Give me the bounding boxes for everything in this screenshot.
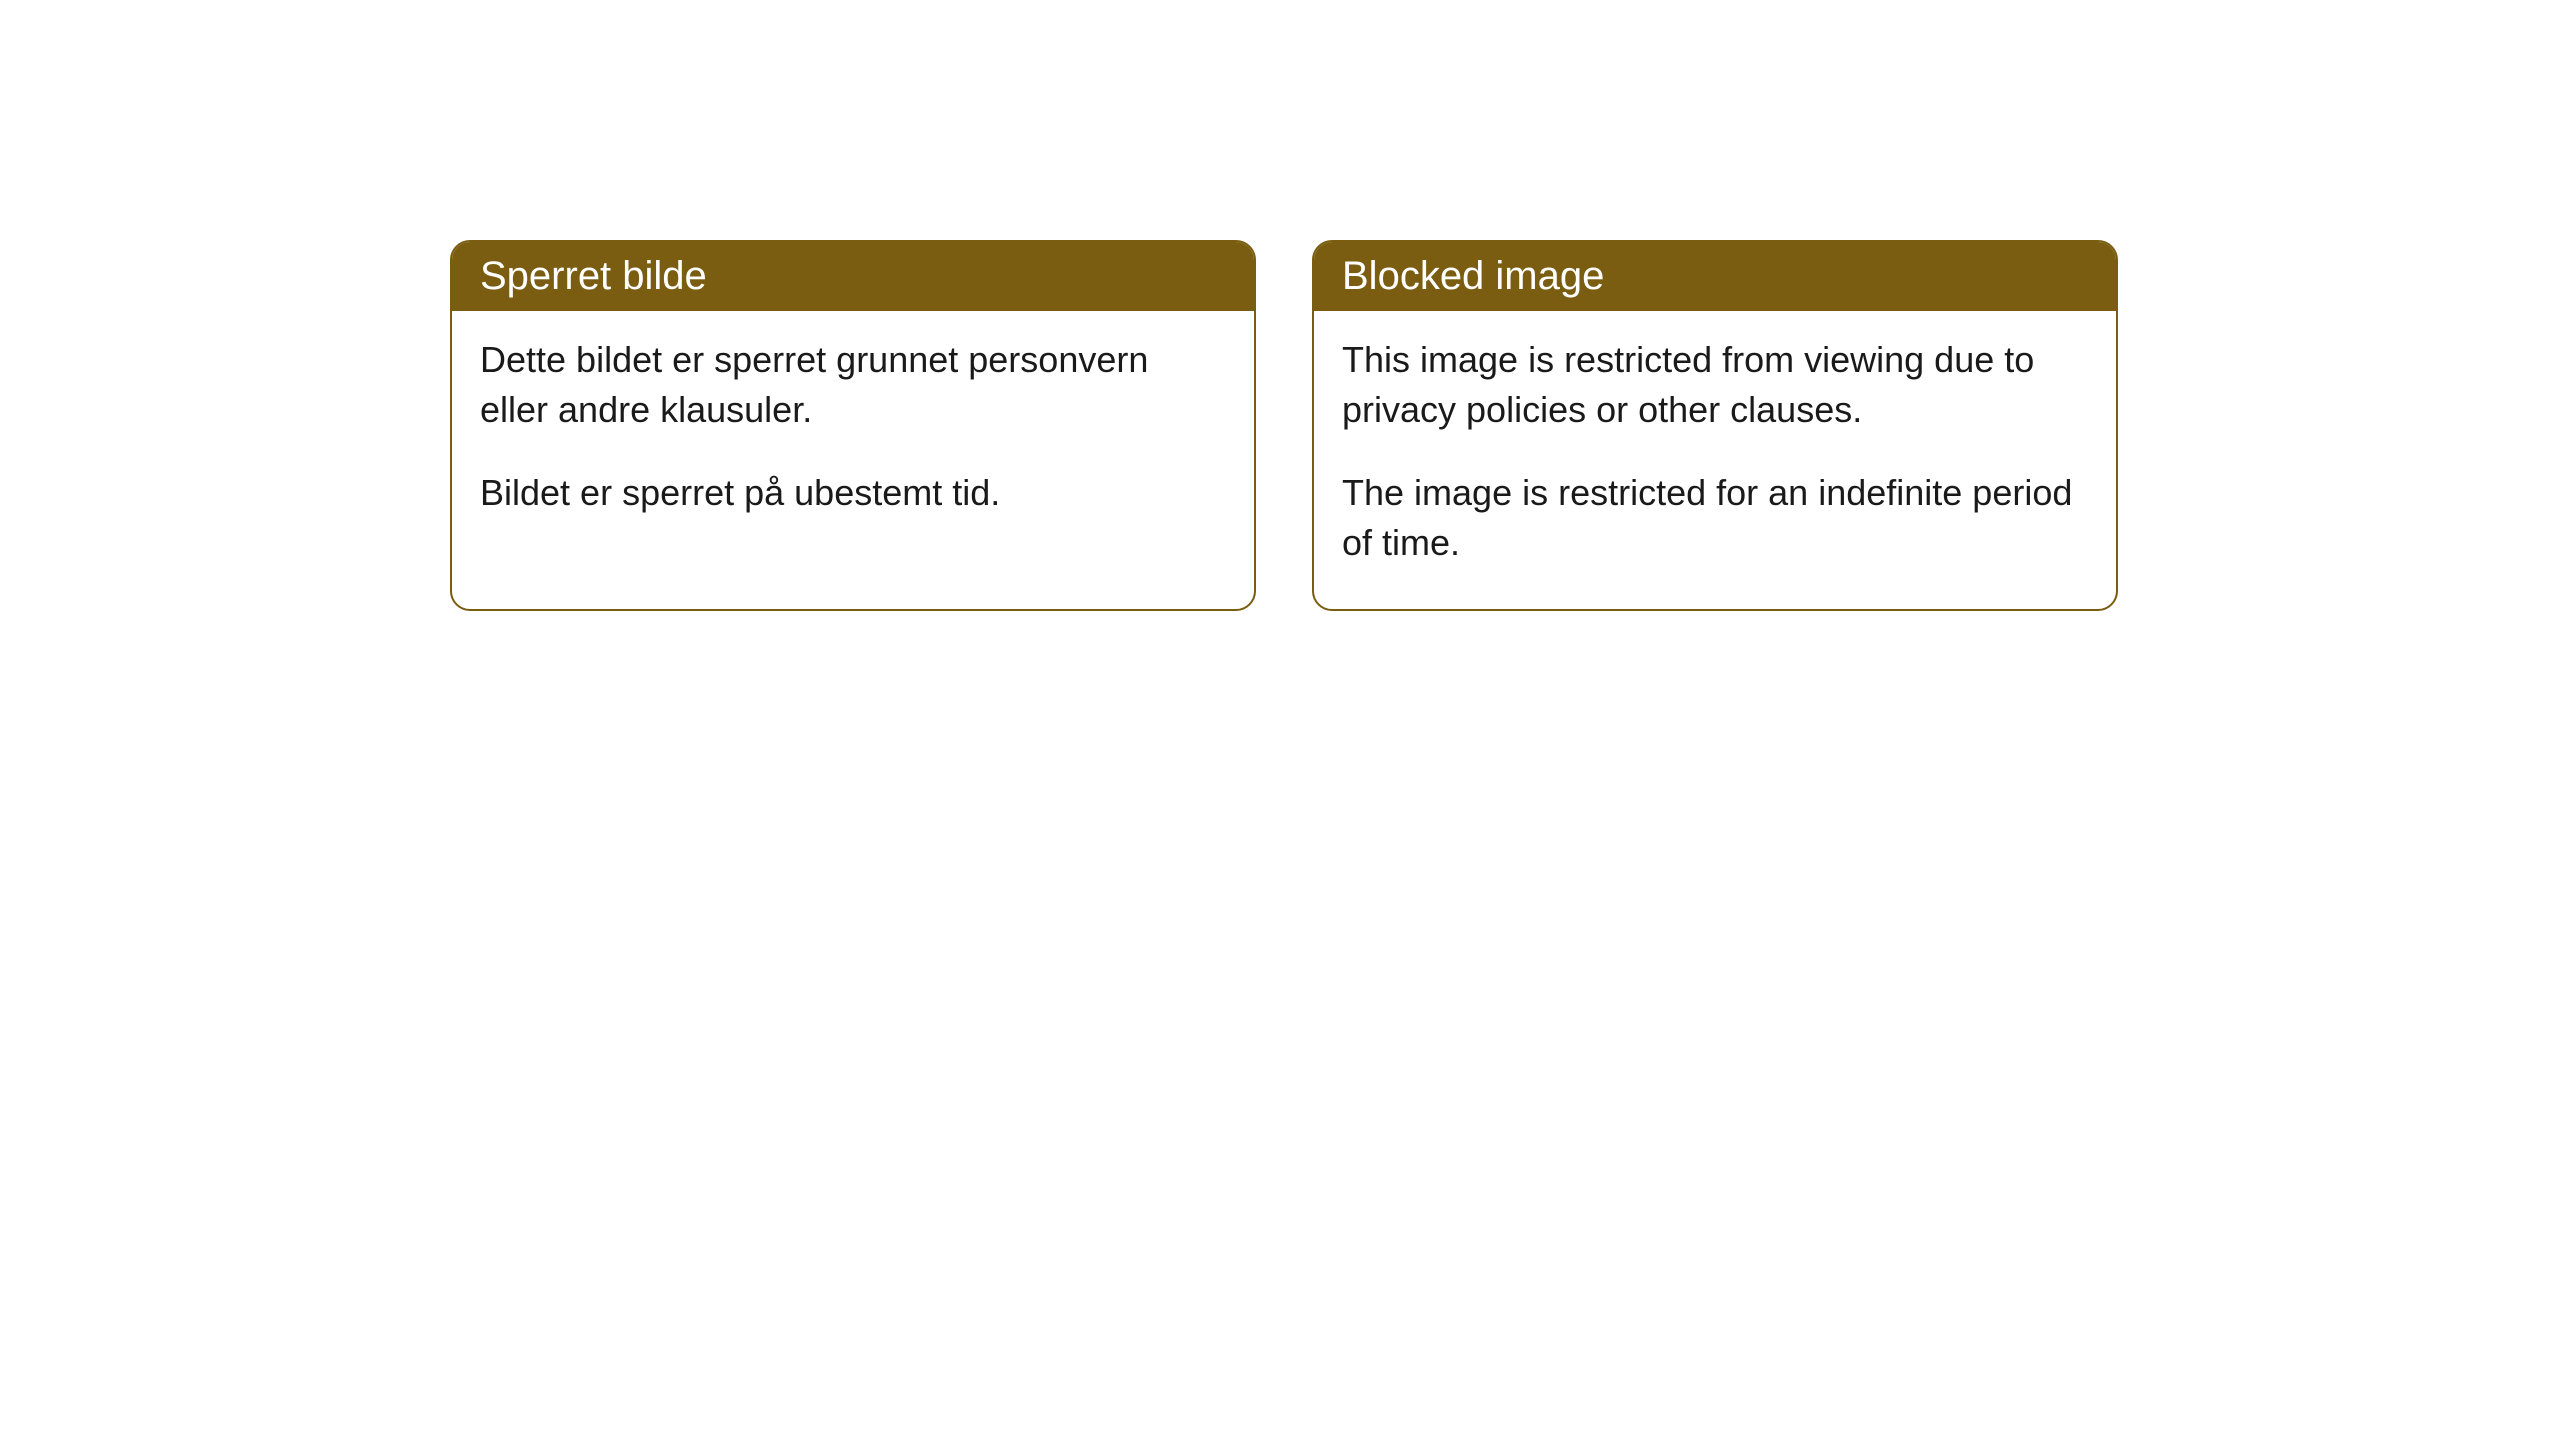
- card-paragraph: The image is restricted for an indefinit…: [1342, 468, 2088, 569]
- card-paragraph: Dette bildet er sperret grunnet personve…: [480, 335, 1226, 436]
- card-title: Sperret bilde: [452, 242, 1254, 311]
- card-paragraph: Bildet er sperret på ubestemt tid.: [480, 468, 1226, 518]
- card-body: This image is restricted from viewing du…: [1314, 311, 2116, 609]
- blocked-image-card-norwegian: Sperret bilde Dette bildet er sperret gr…: [450, 240, 1256, 611]
- notice-cards-container: Sperret bilde Dette bildet er sperret gr…: [0, 0, 2560, 611]
- card-body: Dette bildet er sperret grunnet personve…: [452, 311, 1254, 558]
- card-title: Blocked image: [1314, 242, 2116, 311]
- card-paragraph: This image is restricted from viewing du…: [1342, 335, 2088, 436]
- blocked-image-card-english: Blocked image This image is restricted f…: [1312, 240, 2118, 611]
